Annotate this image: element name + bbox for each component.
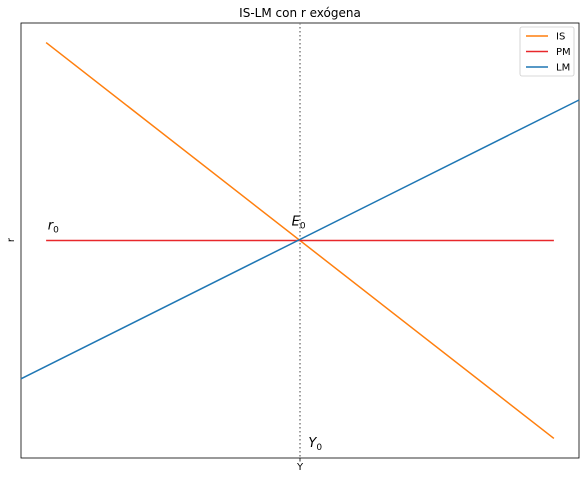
legend-label-pm: PM — [556, 47, 571, 58]
y-axis-label: r — [6, 237, 17, 242]
annotation-y0: Y0 — [308, 436, 322, 453]
series-line-lm — [20, 99, 580, 380]
chart-title: IS-LM con r exógena — [239, 6, 361, 20]
annotation-e0: E0 — [292, 214, 306, 231]
legend: IS PM LM — [519, 26, 575, 77]
x-axis-label: Y — [296, 462, 304, 473]
legend-label-is: IS — [556, 32, 565, 43]
annotation-r0: r0 — [48, 219, 59, 236]
legend-label-lm: LM — [556, 63, 570, 74]
